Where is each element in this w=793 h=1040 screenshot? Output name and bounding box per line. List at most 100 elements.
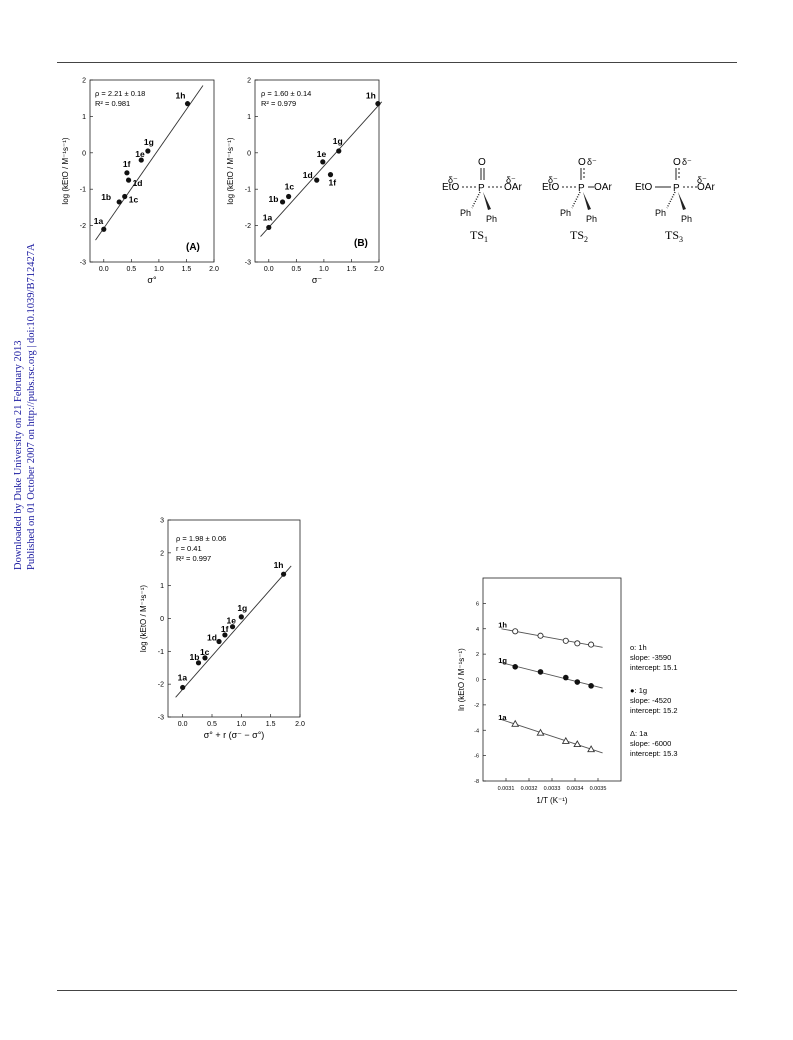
data-point-1a — [266, 224, 272, 231]
point-label-1e: 1e — [317, 149, 327, 159]
data-point-1h — [588, 641, 595, 648]
y-axis-label: log (kEtO / M⁻¹s⁻¹) — [61, 137, 70, 204]
data-point-1h — [280, 571, 287, 577]
y-tick-label: 4 — [476, 627, 479, 633]
data-point-1b — [279, 199, 286, 205]
point-label-1a: 1a — [94, 216, 104, 226]
y-tick-label: 2 — [160, 550, 164, 557]
x-tick-label: 1.5 — [347, 266, 357, 273]
x-tick-label: 0.0032 — [521, 786, 538, 792]
x-tick-label: 2.0 — [209, 266, 219, 273]
fit-annotation: R² = 0.979 — [261, 99, 296, 108]
ts3-phosphorus: P — [673, 183, 680, 194]
y-tick-label: -8 — [474, 779, 479, 785]
data-point-1b — [116, 199, 122, 205]
x-tick-label: 0.0033 — [544, 786, 561, 792]
data-point-1d — [125, 177, 132, 183]
fit-line-1h — [501, 628, 603, 648]
point-label-1a: 1a — [178, 672, 188, 682]
data-point-1f — [222, 632, 228, 638]
data-point-1a — [587, 745, 596, 753]
y-tick-label: 2 — [247, 78, 251, 85]
data-point-1a — [561, 736, 570, 744]
ts1-phosphorus: P — [478, 183, 485, 194]
ts3-oxygen: O — [673, 157, 681, 168]
x-tick-label: 0.0034 — [567, 786, 584, 792]
ts3-eto: EtO — [635, 182, 652, 193]
x-tick-label: 0.0 — [99, 266, 109, 273]
x-tick-label: 1.0 — [154, 266, 164, 273]
point-label-1f: 1f — [221, 624, 229, 634]
data-point-1a — [511, 719, 520, 727]
x-axis-label: σ⁻ — [312, 275, 323, 285]
x-tick-label: 0.5 — [126, 266, 136, 273]
plot-frame — [89, 79, 215, 263]
ts2-oxygen: O — [578, 157, 586, 168]
y-tick-label: -6 — [474, 754, 479, 760]
ts2-delta-left: δ⁻ — [548, 175, 558, 185]
y-tick-label: 0 — [82, 150, 86, 157]
data-point-1g — [512, 664, 518, 670]
ts3-ph-left: Ph — [655, 208, 666, 218]
x-tick-label: 1.5 — [266, 721, 276, 728]
y-tick-label: -2 — [80, 223, 86, 230]
data-point-1a — [180, 684, 186, 691]
fit-annotation: ρ = 2.21 ± 0.18 — [95, 89, 145, 98]
point-label-1d: 1d — [303, 170, 313, 180]
point-label-1h: 1h — [274, 560, 284, 570]
data-point-1f — [327, 172, 334, 178]
ts3-oar: OAr — [697, 182, 715, 193]
ts1-label: TS1 — [470, 228, 488, 244]
data-point-1e — [138, 157, 144, 163]
y-axis-label: ln (kEtO / M⁻¹s⁻¹) — [457, 648, 466, 711]
ts3-delta-top: δ⁻ — [682, 157, 692, 167]
data-point-1d — [216, 638, 222, 645]
ts1-ph-left: Ph — [460, 208, 471, 218]
y-tick-label: -3 — [80, 260, 86, 267]
fit-line-1g — [501, 662, 603, 689]
y-tick-label: -1 — [245, 187, 251, 194]
data-point-1e — [229, 624, 236, 630]
ts2-eto: EtO — [542, 182, 559, 193]
plot-frame — [482, 577, 622, 782]
point-label-1b: 1b — [269, 194, 279, 204]
ts1-delta-left: δ⁻ — [448, 175, 458, 185]
legend-slope-1h: slope: -3590 — [630, 653, 671, 662]
ts2-ph-right: Ph — [586, 214, 597, 224]
x-tick-label: 0.0 — [264, 266, 274, 273]
data-point-1h — [512, 628, 519, 635]
series-label-1a: 1a — [498, 713, 507, 722]
legend-symbol-1a: Δ: 1a — [630, 729, 648, 738]
data-point-1g — [574, 679, 581, 685]
data-point-1a — [536, 728, 545, 736]
y-tick-label: 3 — [160, 518, 164, 525]
ts2-oar: OAr — [594, 182, 612, 193]
point-label-1d: 1d — [207, 632, 217, 642]
point-label-1g: 1g — [144, 137, 154, 147]
data-point-1g — [563, 674, 569, 681]
x-tick-label: 0.0 — [178, 721, 188, 728]
point-label-1b: 1b — [190, 652, 200, 662]
y-axis-label: log (kEtO / M⁻¹s⁻¹) — [139, 585, 148, 652]
fit-line — [260, 101, 383, 237]
series-label-1h: 1h — [498, 620, 507, 629]
y-tick-label: 2 — [476, 652, 479, 658]
data-point-1b — [195, 660, 202, 666]
fit-annotation: ρ = 1.60 ± 0.14 — [261, 89, 311, 98]
y-tick-label: 1 — [247, 114, 251, 121]
data-point-1g — [145, 148, 151, 154]
y-tick-label: -2 — [474, 703, 479, 709]
point-label-1d: 1d — [133, 178, 143, 188]
x-axis-label: σ° + r (σ⁻ − σ°) — [204, 730, 265, 740]
series-label-1g: 1g — [498, 656, 507, 665]
point-label-1c: 1c — [285, 181, 295, 191]
point-label-1c: 1c — [200, 647, 210, 657]
point-label-1f: 1f — [123, 159, 131, 169]
y-tick-label: -1 — [158, 649, 164, 656]
ts2-label: TS2 — [570, 228, 588, 244]
legend-intercept-1h: intercept: 15.1 — [630, 663, 678, 672]
data-point-1h — [184, 101, 191, 107]
